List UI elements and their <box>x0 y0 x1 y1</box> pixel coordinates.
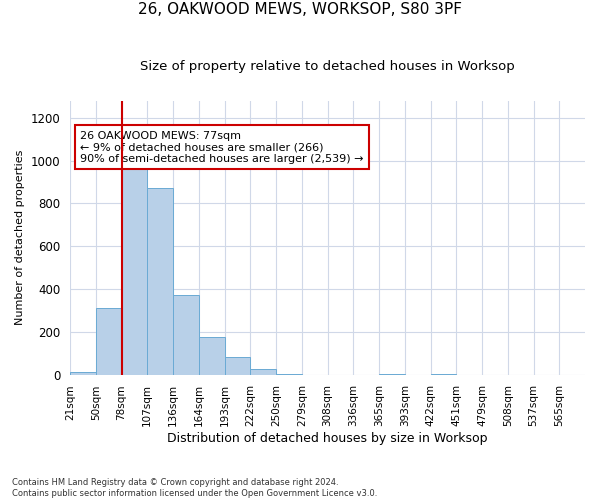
Bar <box>250 369 276 374</box>
Y-axis label: Number of detached properties: Number of detached properties <box>15 150 25 326</box>
Bar <box>224 358 250 374</box>
Bar <box>173 296 199 374</box>
Text: Contains HM Land Registry data © Crown copyright and database right 2024.
Contai: Contains HM Land Registry data © Crown c… <box>12 478 377 498</box>
Text: 26, OAKWOOD MEWS, WORKSOP, S80 3PF: 26, OAKWOOD MEWS, WORKSOP, S80 3PF <box>138 2 462 18</box>
Bar <box>96 308 122 374</box>
Title: Size of property relative to detached houses in Worksop: Size of property relative to detached ho… <box>140 60 515 73</box>
Bar <box>70 372 96 374</box>
Bar <box>122 167 147 374</box>
Bar <box>147 188 173 374</box>
Bar <box>199 337 224 374</box>
X-axis label: Distribution of detached houses by size in Worksop: Distribution of detached houses by size … <box>167 432 488 445</box>
Text: 26 OAKWOOD MEWS: 77sqm
← 9% of detached houses are smaller (266)
90% of semi-det: 26 OAKWOOD MEWS: 77sqm ← 9% of detached … <box>80 130 364 164</box>
